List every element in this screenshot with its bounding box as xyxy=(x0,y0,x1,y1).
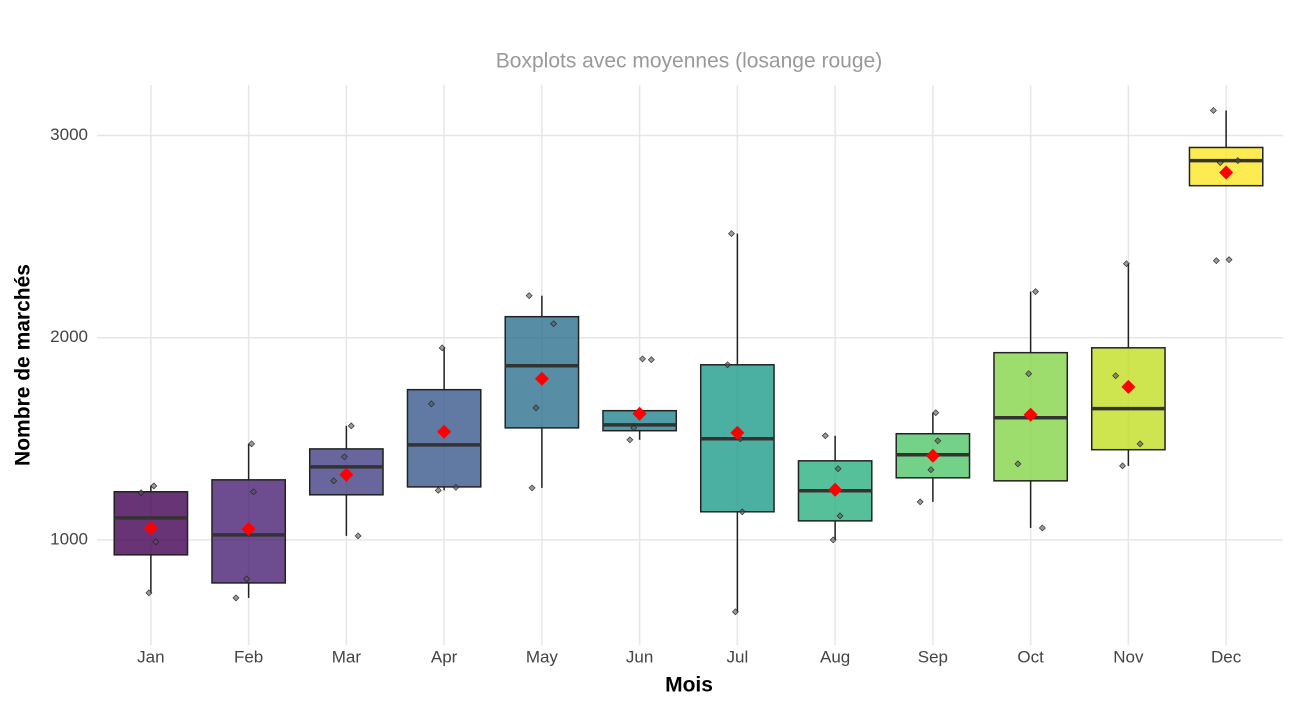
data-point xyxy=(829,536,837,544)
data-point xyxy=(232,594,240,602)
data-point xyxy=(330,477,338,485)
data-point xyxy=(434,486,442,494)
x-tick-label: Sep xyxy=(918,647,948,666)
data-point xyxy=(1225,256,1233,264)
data-point xyxy=(1209,107,1217,114)
data-point xyxy=(427,400,435,408)
data-point xyxy=(137,489,145,497)
data-point xyxy=(1212,257,1220,265)
mean-marker xyxy=(1023,407,1038,422)
data-point xyxy=(250,488,257,496)
data-point xyxy=(647,356,655,364)
chart-title: Boxplots avec moyennes (losange rouge) xyxy=(496,50,882,73)
x-tick-label: Feb xyxy=(234,647,263,666)
data-point xyxy=(550,320,558,328)
x-tick-label: Mar xyxy=(332,647,362,666)
mean-marker xyxy=(632,406,647,421)
data-point xyxy=(927,466,935,474)
x-tick-label: Nov xyxy=(1113,647,1144,666)
data-point xyxy=(1216,159,1224,167)
x-tick-label: May xyxy=(526,647,559,666)
mean-marker xyxy=(828,482,843,497)
data-point xyxy=(145,589,153,597)
y-tick-label: 2000 xyxy=(50,327,88,346)
data-point xyxy=(1136,440,1144,448)
data-point xyxy=(354,532,362,540)
data-point xyxy=(728,230,735,238)
data-point xyxy=(150,482,158,490)
data-point xyxy=(724,361,732,369)
data-point xyxy=(347,422,355,430)
mean-marker xyxy=(143,520,158,535)
data-point xyxy=(738,508,746,516)
data-point xyxy=(932,409,940,417)
data-point xyxy=(1119,462,1126,470)
data-point xyxy=(452,483,460,491)
data-point xyxy=(834,465,842,473)
data-point xyxy=(438,344,446,352)
x-tick-label: Dec xyxy=(1211,647,1242,666)
mean-marker xyxy=(241,521,256,536)
data-point xyxy=(836,512,844,520)
mean-marker xyxy=(1121,379,1136,394)
x-tick-label: Apr xyxy=(431,647,458,666)
data-point xyxy=(528,484,536,492)
data-point xyxy=(934,437,942,445)
box xyxy=(1090,347,1166,451)
x-tick-label: Jun xyxy=(626,647,653,666)
data-point xyxy=(243,575,251,583)
data-point xyxy=(1014,460,1022,468)
data-point xyxy=(821,432,829,440)
data-point xyxy=(340,453,348,461)
data-point xyxy=(916,498,924,506)
data-point xyxy=(1032,288,1039,296)
y-tick-label: 3000 xyxy=(50,125,88,144)
mean-marker xyxy=(925,448,940,463)
data-point xyxy=(630,424,638,432)
data-point xyxy=(248,440,255,448)
data-point xyxy=(1122,260,1130,268)
data-point xyxy=(1234,157,1242,165)
mean-marker xyxy=(1219,165,1234,180)
y-tick-label: 1000 xyxy=(50,529,88,548)
x-tick-label: Jan xyxy=(137,647,164,666)
x-tick-label: Oct xyxy=(1017,647,1044,666)
data-point xyxy=(731,608,739,616)
mean-marker xyxy=(339,467,354,482)
data-point xyxy=(152,538,160,546)
data-point xyxy=(532,404,540,412)
data-point xyxy=(639,355,646,363)
mean-marker xyxy=(437,424,452,439)
mean-marker xyxy=(534,371,549,386)
y-axis-label: Nombre de marchés xyxy=(12,264,35,466)
data-point xyxy=(1025,370,1033,378)
data-point xyxy=(525,292,533,300)
x-axis-label: Mois xyxy=(665,674,713,697)
data-point xyxy=(626,436,634,444)
data-point xyxy=(1112,372,1120,380)
x-tick-label: Jul xyxy=(727,647,749,666)
data-point xyxy=(1038,524,1046,532)
x-tick-label: Aug xyxy=(820,647,850,666)
mean-marker xyxy=(730,425,745,440)
